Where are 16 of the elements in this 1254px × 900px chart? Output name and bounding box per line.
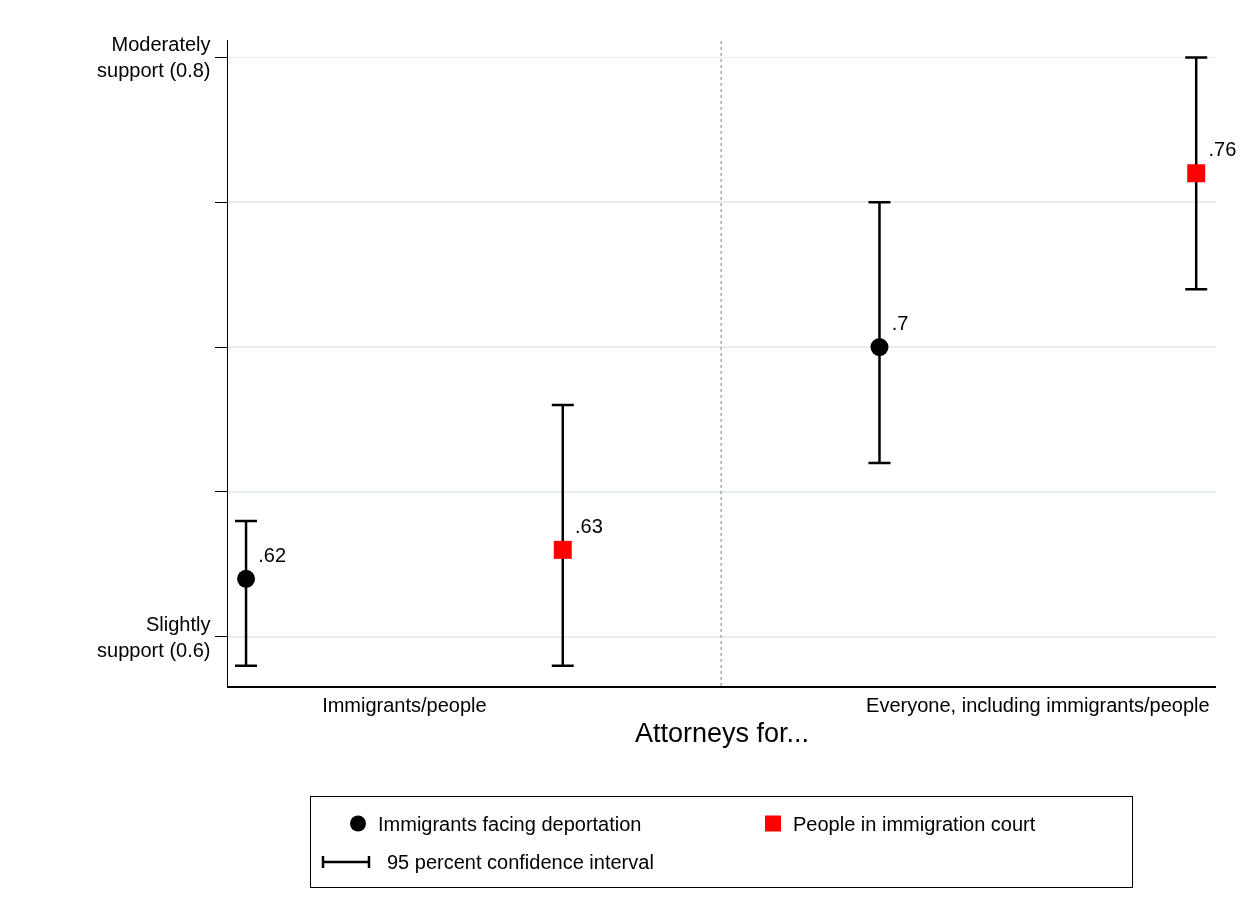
- point: [553, 540, 572, 559]
- point: [237, 569, 256, 588]
- x-tick-label: Everyone, including immigrants/people: [866, 693, 1210, 716]
- point: [1187, 164, 1206, 183]
- data-label: .76: [1208, 138, 1237, 161]
- y-tick-label: Slightly support (0.6): [97, 612, 211, 661]
- data-label: .7: [891, 311, 909, 334]
- y-tick-label: Moderately support (0.8): [97, 33, 211, 82]
- text: 95 percent confidence interval: [387, 851, 654, 873]
- x-axis-title: Attorneys for...: [634, 717, 810, 748]
- data-label: .63: [575, 514, 603, 537]
- legend-label: People in immigration court: [793, 813, 1036, 836]
- point: [870, 338, 889, 357]
- legend-label: Immigrants facing deportation: [378, 813, 642, 836]
- x-tick-label: Immigrants/people: [322, 693, 487, 716]
- data-label: .62: [258, 543, 287, 566]
